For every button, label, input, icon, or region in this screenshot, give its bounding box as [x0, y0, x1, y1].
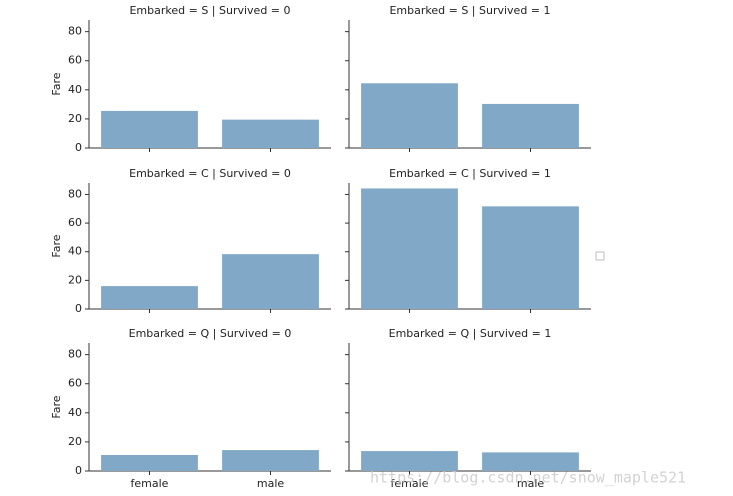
- watermark: https://blog.csdn.net/snow_maple521: [370, 469, 686, 487]
- bar: [361, 83, 458, 148]
- y-tick-label: 60: [68, 377, 82, 390]
- y-tick-label: 0: [75, 464, 82, 477]
- y-axis-label: Fare: [50, 395, 63, 418]
- bar: [222, 450, 319, 471]
- bar: [482, 103, 579, 148]
- bar: [361, 188, 458, 309]
- bar: [482, 206, 579, 309]
- y-tick-label: 40: [68, 406, 82, 419]
- bar: [101, 286, 198, 309]
- legend-box: [595, 251, 605, 261]
- bar: [101, 455, 198, 471]
- x-tick-label: female: [131, 477, 169, 490]
- bar: [482, 452, 579, 471]
- y-tick-label: 20: [68, 435, 82, 448]
- y-tick-label: 60: [68, 54, 82, 67]
- y-tick-label: 80: [68, 25, 82, 38]
- y-tick-label: 0: [75, 141, 82, 154]
- bar: [222, 254, 319, 309]
- bar: [361, 451, 458, 471]
- panel-title: Embarked = C | Survived = 0: [129, 167, 291, 180]
- y-tick-label: 0: [75, 302, 82, 315]
- bar: [101, 110, 198, 148]
- y-tick-label: 60: [68, 216, 82, 229]
- panel-title: Embarked = Q | Survived = 1: [389, 327, 552, 340]
- bar: [222, 119, 319, 148]
- y-tick-label: 80: [68, 348, 82, 361]
- x-tick-label: male: [517, 477, 545, 490]
- panel-title: Embarked = Q | Survived = 0: [129, 327, 292, 340]
- panel-title: Embarked = C | Survived = 1: [389, 167, 551, 180]
- x-tick-label: female: [391, 477, 429, 490]
- y-tick-label: 20: [68, 112, 82, 125]
- y-axis-label: Fare: [50, 234, 63, 257]
- y-axis-label: Fare: [50, 72, 63, 95]
- y-tick-label: 40: [68, 245, 82, 258]
- x-tick-label: male: [257, 477, 285, 490]
- y-tick-label: 80: [68, 187, 82, 200]
- panel-title: Embarked = S | Survived = 1: [389, 4, 550, 17]
- y-tick-label: 20: [68, 273, 82, 286]
- y-tick-label: 40: [68, 83, 82, 96]
- panel-title: Embarked = S | Survived = 0: [129, 4, 290, 17]
